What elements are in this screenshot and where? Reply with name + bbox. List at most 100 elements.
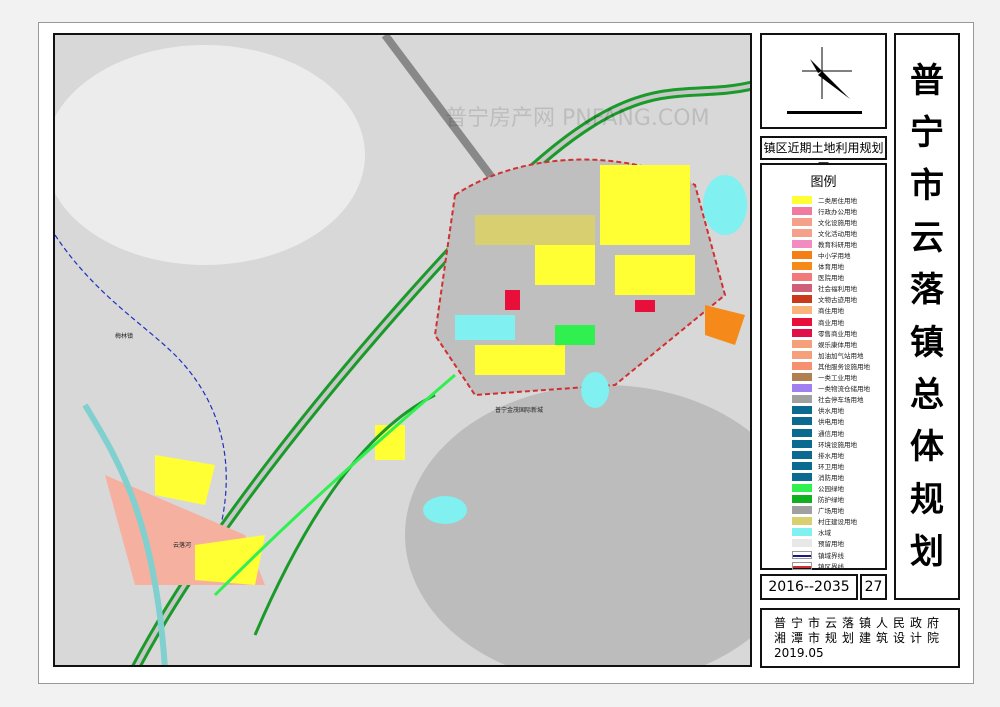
legend-item: 通信用地 [792,427,885,438]
legend-item: 排水用地 [792,449,885,460]
legend-swatch [792,361,812,370]
legend-label: 社会停车场用地 [818,396,864,405]
title-char: 普 [910,61,944,102]
legend-swatch [792,428,812,437]
map-label-newcity: 普宁金茂国际新城 [495,407,544,414]
legend-item: 环卫用地 [792,460,885,471]
legend-label: 娱乐康体用地 [818,340,857,349]
legend-label: 二类居住用地 [818,196,857,205]
title-char: 落 [910,270,944,311]
legend-item: 镇域界线 [792,549,885,560]
legend-item: 广场用地 [792,505,885,516]
org-line-1: 普宁市云落镇人民政府 [774,616,945,630]
north-arrow-icon [787,47,862,114]
legend-swatch [792,506,812,515]
legend-item: 零售商业用地 [792,327,885,338]
north-arrow-panel [760,33,887,129]
map-label-town: 梅林镇 [115,333,134,340]
legend-item: 其他服务设施用地 [792,360,885,371]
legend-item: 社会福利用地 [792,283,885,294]
legend-item: 公园绿地 [792,482,885,493]
legend-label: 文物古迹用地 [818,296,857,305]
map-canvas: 普宁房产网 PNFANG.COM [55,35,750,665]
watermark: 普宁房产网 PNFANG.COM [445,106,710,131]
legend-item: 教育科研用地 [792,238,885,249]
legend-swatch [792,406,812,415]
town-boundary [55,234,227,576]
legend-item: 文化活动用地 [792,227,885,238]
legend-label: 体育用地 [818,263,844,272]
title-char: 市 [910,165,944,206]
org-line-2: 湘潭市规划建筑设计院 [774,631,945,645]
legend-swatch [792,350,812,359]
legend-item: 医院用地 [792,272,885,283]
legend-swatch [792,384,812,393]
legend: 图例 二类居住用地 行政办公用地 文化设施用地 文化活动用地 教育科研用地 中小学用地 体育… [760,163,887,571]
legend-item: 中小学用地 [792,249,885,260]
legend-swatch [792,195,812,204]
organization-block: 普宁市云落镇人民政府 湘潭市规划建筑设计院 2019.05 [760,608,960,668]
legend-swatch [792,373,812,382]
legend-item: 一类物流仓储用地 [792,383,885,394]
river [82,403,168,665]
legend-label: 零售商业用地 [818,329,857,338]
legend-swatch [792,295,812,304]
legend-label: 一类物流仓储用地 [818,385,870,394]
legend-label: 一类工业用地 [818,374,857,383]
legend-swatch [792,262,812,271]
legend-swatch [792,539,812,548]
legend-item: 商住用地 [792,305,885,316]
legend-swatch [792,317,812,326]
title-char: 镇 [910,322,944,363]
legend-item: 社会停车场用地 [792,394,885,405]
legend-item: 行政办公用地 [792,205,885,216]
legend-label: 公园绿地 [818,484,844,493]
legend-label: 水域 [818,529,831,538]
legend-item: 二类居住用地 [792,194,885,205]
legend-swatch [792,483,812,492]
legend-label: 行政办公用地 [818,207,857,216]
legend-label: 社会福利用地 [818,285,857,294]
legend-item: 水域 [792,527,885,538]
legend-label: 广场用地 [818,507,844,516]
legend-swatch [792,461,812,470]
legend-label: 供电用地 [818,418,844,427]
legend-swatch [792,217,812,226]
legend-label: 教育科研用地 [818,240,857,249]
legend-swatch [792,495,812,504]
legend-swatch [792,395,812,404]
legend-label: 通信用地 [818,429,844,438]
legend-item: 预留用地 [792,538,885,549]
legend-item: 供水用地 [792,405,885,416]
legend-label: 供水用地 [818,407,844,416]
legend-swatch [792,228,812,237]
legend-item: 消防用地 [792,471,885,482]
legend-item: 环境设施用地 [792,438,885,449]
legend-label: 环卫用地 [818,462,844,471]
legend-swatch [792,239,812,248]
title-char: 规 [910,479,944,520]
legend-swatch [792,206,812,215]
legend-item: 供电用地 [792,416,885,427]
legend-label: 环境设施用地 [818,440,857,449]
legend-swatch [792,417,812,426]
legend-label: 文化活动用地 [818,229,857,238]
legend-swatch [792,517,812,526]
page-number: 27 [860,574,887,600]
legend-item: 村庄建设用地 [792,516,885,527]
legend-swatch [792,439,812,448]
legend-swatch [792,339,812,348]
legend-item: 文化设施用地 [792,216,885,227]
legend-label: 其他服务设施用地 [818,362,870,371]
legend-label: 文化设施用地 [818,218,857,227]
legend-label: 镇域界线 [818,551,844,560]
title-char: 云 [910,218,944,259]
legend-swatch [792,251,812,260]
map-label-river: 云落河 [173,542,192,549]
legend-label: 商住用地 [818,307,844,316]
legend-label: 消防用地 [818,473,844,482]
legend-item: 体育用地 [792,261,885,272]
legend-item: 一类工业用地 [792,372,885,383]
title-char: 总 [910,374,944,415]
